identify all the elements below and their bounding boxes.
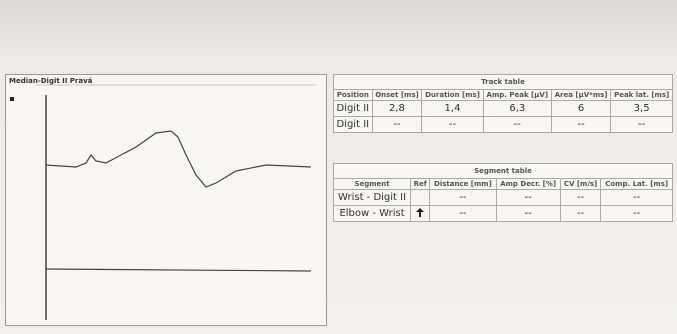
cell: -- xyxy=(601,190,673,206)
table-title: Segment table xyxy=(334,164,673,179)
cell: 1,4 xyxy=(422,101,483,117)
cell: -- xyxy=(551,117,610,133)
column-header: Peak lat. [ms] xyxy=(611,90,673,101)
cell: -- xyxy=(611,117,673,133)
cell: 3,5 xyxy=(611,101,673,117)
cell: Digit II xyxy=(334,117,373,133)
ref-cell xyxy=(411,190,430,206)
trace-1 xyxy=(46,131,311,187)
caption-row: Track table xyxy=(334,75,673,90)
column-header: Distance [mm] xyxy=(430,179,496,190)
ref-arrow xyxy=(416,208,424,217)
table-title: Track table xyxy=(334,75,673,90)
cell: -- xyxy=(560,206,601,222)
cell: -- xyxy=(496,190,560,206)
column-header: Position xyxy=(334,90,373,101)
cell: 6,3 xyxy=(483,101,551,117)
cell: -- xyxy=(422,117,483,133)
column-header: Amp Decr. [%] xyxy=(496,179,560,190)
trace-2 xyxy=(46,269,311,271)
marker xyxy=(10,97,14,101)
cell: Wrist - Digit II xyxy=(334,190,411,206)
cell: -- xyxy=(430,190,496,206)
cell: -- xyxy=(372,117,422,133)
waveform-panel: Median-Digit II Pravá xyxy=(5,74,327,326)
cell: -- xyxy=(560,190,601,206)
column-header: Segment xyxy=(334,179,411,190)
table-row: Elbow - Wrist-------- xyxy=(334,206,673,222)
cell: Elbow - Wrist xyxy=(334,206,411,222)
waveform xyxy=(6,75,326,325)
ref-cell xyxy=(411,206,430,222)
caption-row: Segment table xyxy=(334,164,673,179)
column-header: Ref xyxy=(411,179,430,190)
cell: 2,8 xyxy=(372,101,422,117)
cell: -- xyxy=(496,206,560,222)
cell: -- xyxy=(601,206,673,222)
cell: 6 xyxy=(551,101,610,117)
cell: Digit II xyxy=(334,101,373,117)
cell: -- xyxy=(483,117,551,133)
table-row: Digit II---------- xyxy=(334,117,673,133)
cell: -- xyxy=(430,206,496,222)
column-header: Area [µV*ms] xyxy=(551,90,610,101)
column-header: Duration [ms] xyxy=(422,90,483,101)
table-row: Wrist - Digit II-------- xyxy=(334,190,673,206)
column-header: CV [m/s] xyxy=(560,179,601,190)
screen: Median-Digit II Pravá Track tablePositio… xyxy=(0,0,677,334)
column-header: Onset [ms] xyxy=(372,90,422,101)
column-header: Comp. Lat. [ms] xyxy=(601,179,673,190)
column-header: Amp. Peak [µV] xyxy=(483,90,551,101)
